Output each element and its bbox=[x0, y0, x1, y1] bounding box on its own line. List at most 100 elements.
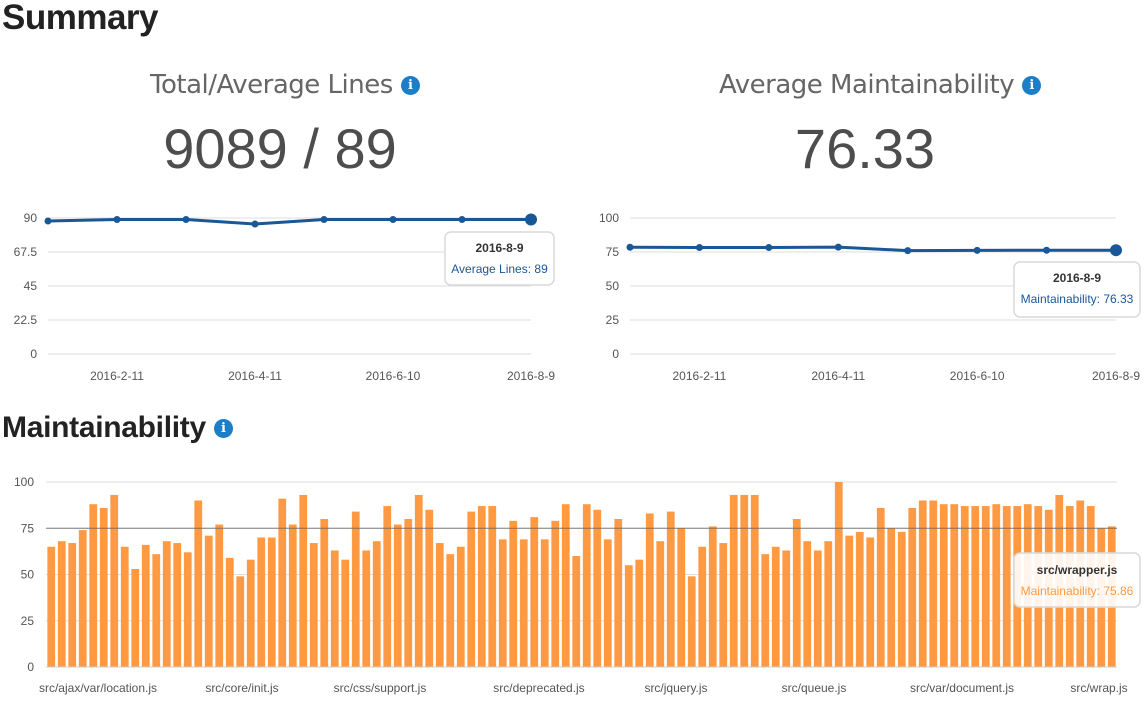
bar-xtick-label: src/core/init.js bbox=[205, 681, 278, 695]
maintainability-stat-label: Average Maintainability bbox=[719, 70, 1015, 100]
bar bbox=[624, 565, 633, 667]
bar bbox=[698, 546, 707, 667]
bar bbox=[782, 550, 791, 667]
bar-xtick-label: src/wrap.js bbox=[1070, 681, 1127, 695]
info-icon[interactable]: i bbox=[213, 418, 233, 438]
bar bbox=[47, 546, 56, 667]
bar bbox=[855, 531, 864, 667]
lines-xtick-label: 2016-2-11 bbox=[90, 369, 144, 383]
maint-tooltip bbox=[1013, 261, 1141, 318]
bar bbox=[687, 576, 696, 667]
bar bbox=[320, 519, 329, 667]
lines-xtick-label: 2016-4-11 bbox=[228, 369, 282, 383]
bar-xtick-label: src/ajax/var/location.js bbox=[39, 681, 157, 695]
maint-xtick-label: 2016-8-9 bbox=[1092, 369, 1140, 383]
bar bbox=[351, 511, 360, 667]
lines-series-line bbox=[47, 218, 531, 226]
bar bbox=[57, 541, 66, 667]
bar bbox=[561, 504, 570, 667]
bar bbox=[393, 524, 402, 667]
bar bbox=[540, 539, 549, 667]
maintainability-stat-title: Average Maintainability i bbox=[719, 70, 1042, 100]
bar bbox=[78, 530, 87, 667]
bar bbox=[551, 520, 560, 667]
bar bbox=[498, 539, 507, 667]
bar bbox=[992, 504, 1001, 667]
bar bbox=[981, 506, 990, 667]
bar bbox=[183, 552, 192, 667]
bar bbox=[792, 519, 801, 667]
info-icon[interactable]: i bbox=[400, 75, 420, 95]
lines-ytick-label: 45 bbox=[24, 279, 38, 293]
maint-data-point bbox=[1110, 244, 1122, 257]
bar-ytick-label: 50 bbox=[21, 568, 35, 582]
bar bbox=[519, 539, 528, 667]
maint-data-point bbox=[1043, 246, 1051, 254]
bar bbox=[866, 537, 875, 667]
bar bbox=[288, 524, 297, 667]
lines-ytick-label: 67.5 bbox=[14, 245, 38, 259]
bar bbox=[614, 519, 623, 667]
bar bbox=[813, 550, 822, 667]
bar bbox=[876, 507, 885, 667]
section-title-label: Maintainability bbox=[2, 411, 206, 444]
bar-tooltip-text: Maintainability: 75.86 bbox=[1021, 584, 1134, 598]
bar bbox=[939, 504, 948, 667]
bar bbox=[68, 543, 77, 667]
bar-ytick-label: 75 bbox=[21, 521, 35, 535]
maint-data-point bbox=[973, 246, 981, 254]
bar-ytick-label: 25 bbox=[21, 614, 35, 628]
lines-ytick-label: 0 bbox=[30, 347, 37, 361]
maint-tooltip-title: 2016-8-9 bbox=[1053, 271, 1101, 285]
bar bbox=[372, 541, 381, 667]
bar bbox=[845, 535, 854, 667]
bar bbox=[719, 543, 728, 667]
bar bbox=[509, 520, 518, 667]
bar bbox=[677, 528, 686, 667]
maint-data-point bbox=[765, 244, 773, 252]
bar bbox=[131, 568, 140, 667]
lines-data-point bbox=[113, 216, 121, 224]
maint-tooltip-text: Maintainability: 76.33 bbox=[1021, 292, 1134, 306]
lines-data-point bbox=[182, 216, 190, 224]
bar bbox=[99, 507, 108, 667]
lines-tooltip bbox=[444, 231, 555, 286]
maint-data-point bbox=[695, 244, 703, 252]
bar bbox=[446, 554, 455, 667]
info-icon[interactable]: i bbox=[1022, 75, 1042, 95]
bar-xtick-label: src/queue.js bbox=[782, 681, 847, 695]
bar bbox=[572, 556, 581, 667]
bar bbox=[456, 546, 465, 667]
bar bbox=[425, 509, 434, 667]
lines-data-point bbox=[320, 216, 328, 224]
bar bbox=[225, 557, 234, 667]
bar bbox=[971, 506, 980, 667]
bar bbox=[908, 507, 917, 667]
bar bbox=[204, 535, 213, 667]
bar bbox=[162, 541, 171, 667]
maint-ytick-label: 50 bbox=[606, 279, 620, 293]
bar bbox=[257, 537, 266, 667]
bar bbox=[194, 500, 203, 667]
bar bbox=[656, 541, 665, 667]
bar bbox=[593, 509, 602, 667]
page-title: Summary bbox=[2, 0, 159, 37]
maint-xtick-label: 2016-4-11 bbox=[811, 369, 865, 383]
lines-tooltip-title: 2016-8-9 bbox=[475, 241, 523, 255]
bar bbox=[215, 524, 224, 667]
bar bbox=[362, 550, 371, 667]
bar-tooltip-title: src/wrapper.js bbox=[1037, 563, 1118, 577]
bar bbox=[299, 494, 308, 667]
maint-xtick-label: 2016-2-11 bbox=[673, 369, 727, 383]
bar bbox=[488, 506, 497, 667]
maint-series-line bbox=[629, 245, 1116, 253]
bar bbox=[477, 506, 486, 667]
bar bbox=[530, 517, 539, 667]
maint-ytick-label: 25 bbox=[606, 313, 620, 327]
bar-xtick-label: src/var/document.js bbox=[910, 681, 1014, 695]
lines-xtick-label: 2016-6-10 bbox=[366, 369, 421, 383]
bar-ytick-label: 100 bbox=[14, 475, 34, 489]
bar bbox=[708, 526, 717, 667]
maint-ytick-label: 100 bbox=[599, 211, 619, 225]
